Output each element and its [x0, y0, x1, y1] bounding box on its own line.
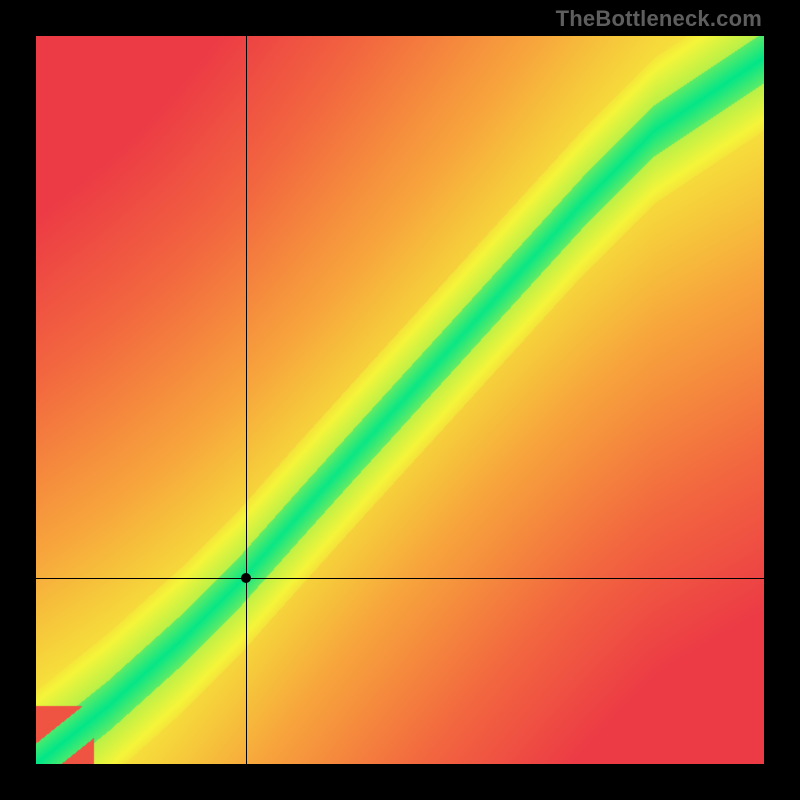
crosshair-horizontal — [36, 578, 764, 579]
heatmap-canvas — [36, 36, 764, 764]
watermark-text: TheBottleneck.com — [556, 6, 762, 32]
crosshair-vertical — [246, 36, 247, 764]
data-point-marker — [241, 573, 251, 583]
heatmap-plot — [36, 36, 764, 764]
